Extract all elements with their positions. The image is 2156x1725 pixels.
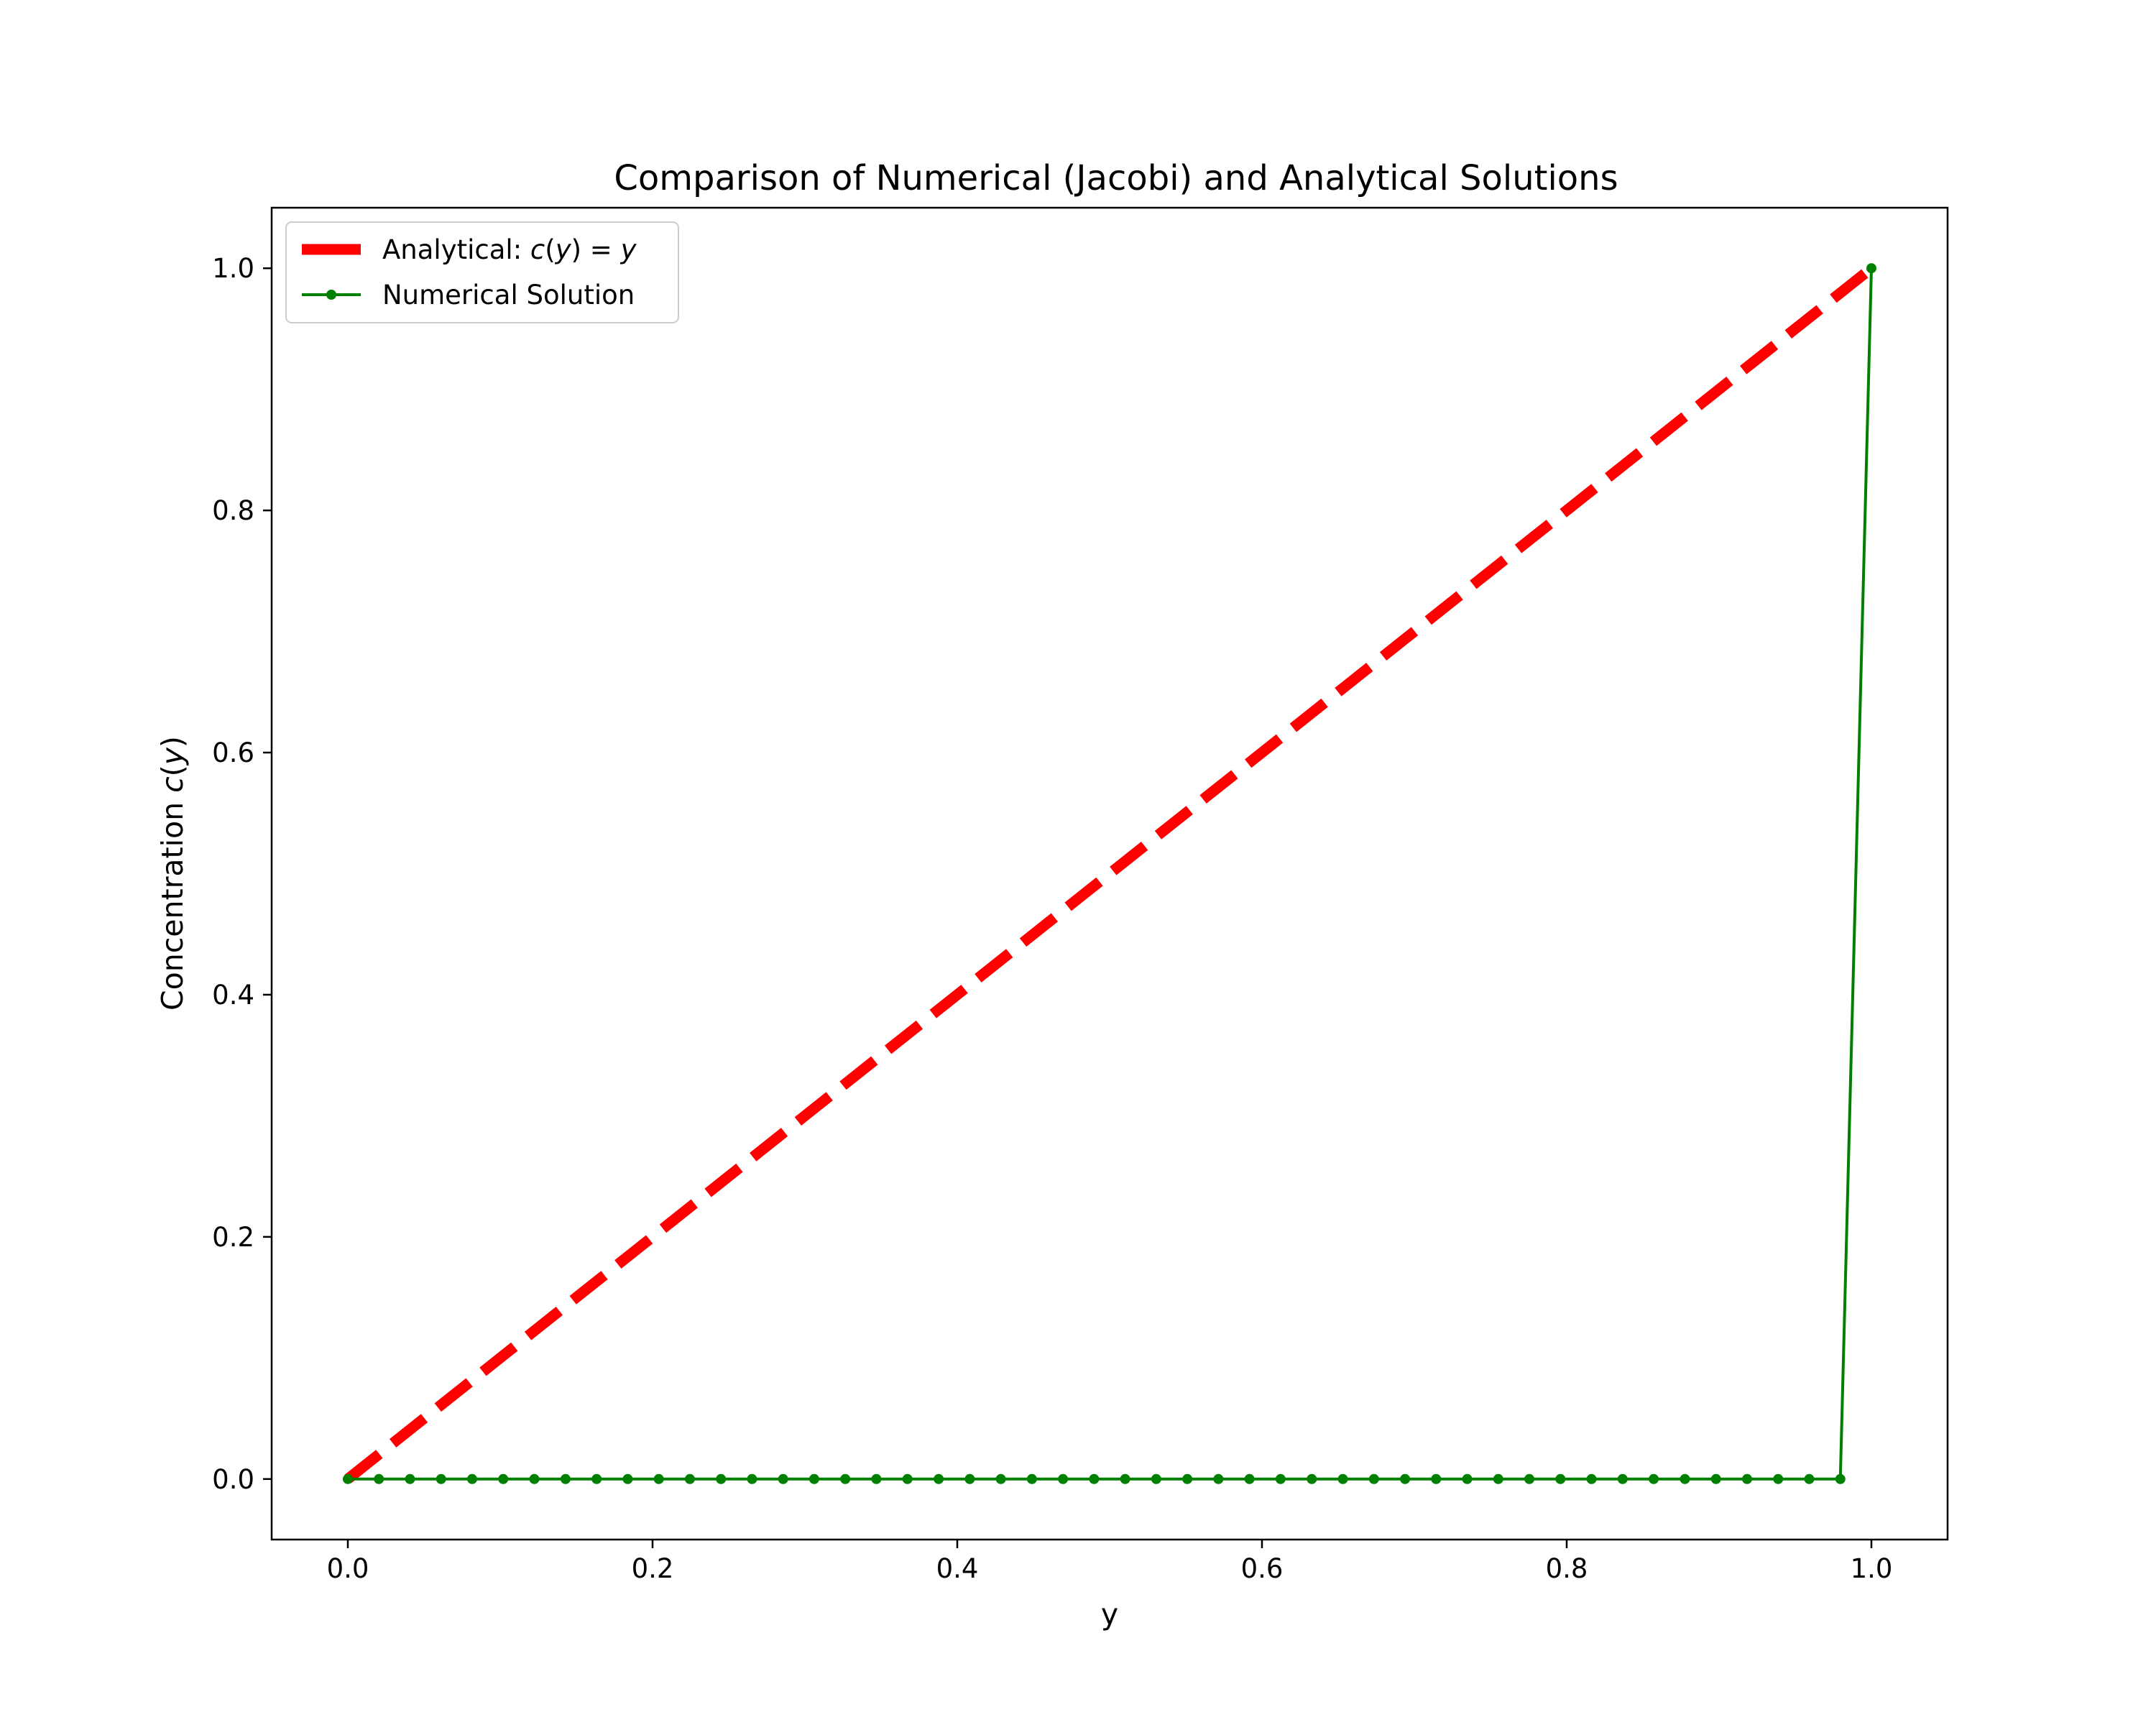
- legend-label-analytical-func: c: [530, 234, 545, 265]
- legend-label-analytical-paren-close: ) =: [571, 234, 621, 265]
- numerical-point: [1773, 1473, 1784, 1484]
- y-tick-label: 0.6: [212, 737, 254, 768]
- numerical-point: [1307, 1473, 1317, 1484]
- numerical-point: [1244, 1473, 1255, 1484]
- y-tick-label: 0.4: [212, 980, 254, 1011]
- numerical-point: [808, 1473, 819, 1484]
- legend-label-numerical: Numerical Solution: [382, 280, 635, 310]
- y-axis-label-prefix: Concentration: [155, 793, 190, 1011]
- x-tick-label: 0.2: [632, 1553, 674, 1584]
- y-axis-ticks: 0.0 0.2 0.4 0.6 0.8 1.0: [212, 253, 272, 1495]
- y-axis-label-var: y: [155, 747, 190, 766]
- x-axis-label: y: [1101, 1597, 1118, 1632]
- numerical-point: [1804, 1473, 1815, 1484]
- numerical-point: [840, 1473, 851, 1484]
- legend-label-analytical-paren-open: (: [545, 234, 555, 265]
- numerical-point: [1617, 1473, 1628, 1484]
- numerical-point: [1835, 1473, 1846, 1484]
- numerical-point: [1151, 1473, 1161, 1484]
- numerical-point: [1368, 1473, 1379, 1484]
- numerical-point: [529, 1473, 540, 1484]
- numerical-point: [1400, 1473, 1411, 1484]
- y-axis-label-func: c: [155, 776, 190, 793]
- numerical-point: [1182, 1473, 1193, 1484]
- x-tick-label: 0.4: [936, 1553, 979, 1584]
- y-axis-label: Concentration c(y): [155, 736, 190, 1011]
- numerical-point: [1710, 1473, 1721, 1484]
- series-layer: [343, 263, 1876, 1484]
- legend-label-analytical-rhs: y: [620, 234, 637, 265]
- numerical-point: [622, 1473, 633, 1484]
- numerical-point: [1213, 1473, 1224, 1484]
- numerical-point: [343, 1473, 353, 1484]
- numerical-point: [591, 1473, 602, 1484]
- numerical-point: [1680, 1473, 1690, 1484]
- numerical-point: [1866, 263, 1876, 274]
- numerical-point: [902, 1473, 913, 1484]
- numerical-point: [1493, 1473, 1503, 1484]
- numerical-point: [1431, 1473, 1442, 1484]
- numerical-point: [1586, 1473, 1597, 1484]
- numerical-point: [466, 1473, 477, 1484]
- legend-marker-numerical: [326, 290, 336, 300]
- plot-area-frame: [270, 206, 1949, 1541]
- numerical-point: [1337, 1473, 1348, 1484]
- numerical-point: [1058, 1473, 1069, 1484]
- numerical-point: [1026, 1473, 1037, 1484]
- numerical-point: [964, 1473, 975, 1484]
- legend-label-analytical-prefix: Analytical:: [382, 234, 530, 265]
- analytical-series-line: [344, 264, 1875, 1484]
- y-axis-label-paren-close: ): [155, 736, 190, 748]
- y-tick-label: 0.8: [212, 495, 254, 526]
- x-axis-ticks: 0.0 0.2 0.4 0.6 0.8 1.0: [327, 1540, 1893, 1584]
- legend-label-analytical-var: y: [555, 234, 572, 265]
- numerical-point: [871, 1473, 882, 1484]
- numerical-point: [747, 1473, 757, 1484]
- numerical-point: [934, 1473, 944, 1484]
- legend-box: [285, 221, 679, 323]
- y-tick-label: 1.0: [212, 253, 254, 284]
- numerical-point: [1524, 1473, 1535, 1484]
- numerical-point: [684, 1473, 695, 1484]
- y-tick-label: 0.0: [212, 1464, 254, 1495]
- numerical-point: [498, 1473, 509, 1484]
- numerical-point: [1742, 1473, 1753, 1484]
- numerical-point: [653, 1473, 664, 1484]
- numerical-point: [374, 1473, 384, 1484]
- x-tick-label: 0.0: [327, 1553, 369, 1584]
- numerical-series-line: [348, 268, 1873, 1481]
- numerical-point: [560, 1473, 571, 1484]
- chart-title: Comparison of Numerical (Jacobi) and Ana…: [614, 158, 1618, 198]
- numerical-point: [436, 1473, 446, 1484]
- x-tick-label: 1.0: [1851, 1553, 1893, 1584]
- numerical-point: [1555, 1473, 1566, 1484]
- y-tick-label: 0.2: [212, 1222, 254, 1253]
- x-tick-label: 0.6: [1241, 1553, 1284, 1584]
- legend-label-analytical: Analytical: c(y) = y: [382, 234, 637, 265]
- numerical-point: [1275, 1473, 1286, 1484]
- numerical-point: [716, 1473, 727, 1484]
- x-tick-label: 0.8: [1546, 1553, 1588, 1584]
- numerical-point: [1089, 1473, 1100, 1484]
- numerical-point: [995, 1473, 1006, 1484]
- legend: Analytical: c(y) = y Numerical Solution: [285, 221, 679, 323]
- numerical-point: [1120, 1473, 1130, 1484]
- y-axis-label-paren-open: (: [155, 765, 190, 776]
- numerical-point: [1649, 1473, 1659, 1484]
- numerical-point: [1462, 1473, 1473, 1484]
- numerical-point: [405, 1473, 415, 1484]
- numerical-point: [778, 1473, 788, 1484]
